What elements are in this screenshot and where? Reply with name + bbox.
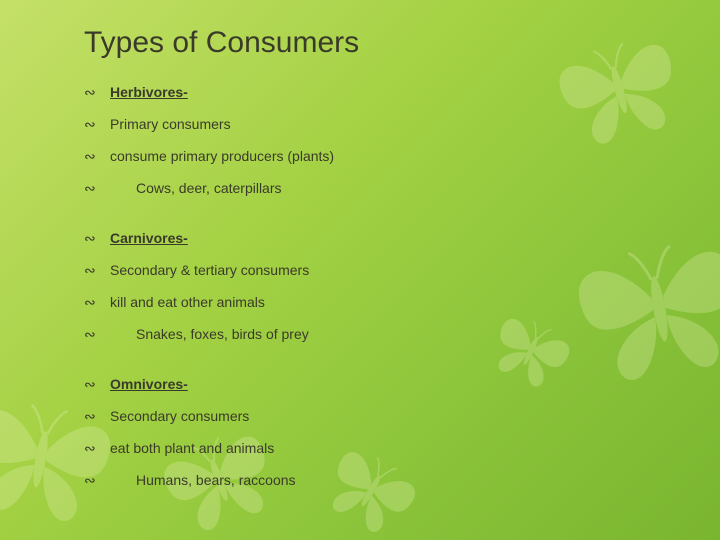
- item-heading: Carnivores-: [110, 228, 188, 249]
- item-examples: Humans, bears, raccoons: [110, 470, 296, 491]
- list-item: ∾ Humans, bears, raccoons: [84, 470, 720, 492]
- bullet-icon: ∾: [84, 439, 110, 460]
- item-text: Secondary consumers: [110, 406, 249, 427]
- bullet-icon: ∾: [84, 325, 110, 346]
- list-item: ∾ Cows, deer, caterpillars: [84, 178, 720, 200]
- item-text: eat both plant and animals: [110, 438, 274, 459]
- list-item: ∾ consume primary producers (plants): [84, 146, 720, 168]
- list-item: ∾ Omnivores-: [84, 374, 720, 396]
- bullet-icon: ∾: [84, 407, 110, 428]
- item-text: kill and eat other animals: [110, 292, 265, 313]
- slide-title: Types of Consumers: [84, 26, 720, 60]
- item-heading: Herbivores-: [110, 82, 188, 103]
- list-item: ∾ Snakes, foxes, birds of prey: [84, 324, 720, 346]
- list-item: ∾ Secondary & tertiary consumers: [84, 260, 720, 282]
- list-item: ∾ kill and eat other animals: [84, 292, 720, 314]
- item-heading: Omnivores-: [110, 374, 188, 395]
- spacer: [84, 356, 720, 374]
- bullet-icon: ∾: [84, 179, 110, 200]
- spacer: [84, 210, 720, 228]
- bullet-icon: ∾: [84, 293, 110, 314]
- bullet-icon: ∾: [84, 375, 110, 396]
- slide-content: Types of Consumers ∾ Herbivores- ∾ Prima…: [0, 0, 720, 492]
- item-text: Primary consumers: [110, 114, 231, 135]
- item-text: consume primary producers (plants): [110, 146, 334, 167]
- item-examples: Snakes, foxes, birds of prey: [110, 324, 309, 345]
- list-item: ∾ Primary consumers: [84, 114, 720, 136]
- item-examples: Cows, deer, caterpillars: [110, 178, 282, 199]
- bullet-icon: ∾: [84, 83, 110, 104]
- bullet-icon: ∾: [84, 229, 110, 250]
- bullet-icon: ∾: [84, 261, 110, 282]
- bullet-icon: ∾: [84, 115, 110, 136]
- item-text: Secondary & tertiary consumers: [110, 260, 309, 281]
- bullet-icon: ∾: [84, 471, 110, 492]
- list-item: ∾ Carnivores-: [84, 228, 720, 250]
- list-item: ∾ Secondary consumers: [84, 406, 720, 428]
- bullet-icon: ∾: [84, 147, 110, 168]
- list-item: ∾ eat both plant and animals: [84, 438, 720, 460]
- list-item: ∾ Herbivores-: [84, 82, 720, 104]
